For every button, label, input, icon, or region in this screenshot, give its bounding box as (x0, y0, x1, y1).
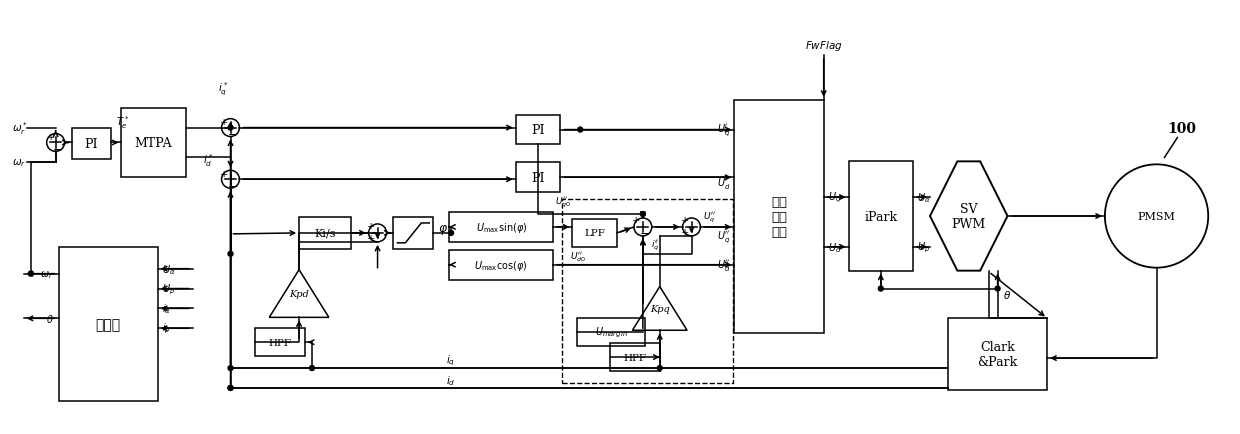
Bar (122, 108, 186, 178)
Text: $U_q$: $U_q$ (827, 191, 841, 205)
Text: Clark
&Park: Clark &Park (977, 340, 1018, 368)
Text: $\omega_r$: $\omega_r$ (41, 268, 53, 280)
Text: $U_{margin}$: $U_{margin}$ (595, 326, 627, 340)
Text: +: + (221, 169, 228, 178)
Circle shape (228, 252, 233, 256)
Text: $\omega_r^*$: $\omega_r^*$ (12, 120, 27, 137)
Text: −: − (227, 180, 238, 193)
Bar (563, 200, 733, 383)
Text: $U_\alpha$: $U_\alpha$ (918, 191, 930, 204)
Text: $i_\alpha$: $i_\alpha$ (162, 302, 171, 316)
Text: $i_d$: $i_d$ (446, 373, 456, 387)
Text: SV
PWM: SV PWM (951, 203, 986, 230)
Text: +: + (681, 228, 688, 237)
Text: Ki/s: Ki/s (314, 228, 336, 238)
Text: PMSM: PMSM (1137, 211, 1176, 221)
Bar (299, 217, 351, 249)
Text: PI: PI (84, 138, 98, 151)
Text: HPF: HPF (624, 353, 646, 362)
Circle shape (310, 366, 315, 371)
Text: HPF: HPF (269, 338, 291, 347)
Text: $i_q''$: $i_q''$ (651, 238, 660, 252)
Bar (255, 329, 305, 356)
Text: 弱磁
切换
开关: 弱磁 切换 开关 (771, 196, 787, 238)
Circle shape (640, 212, 645, 217)
Text: $\omega_r$: $\omega_r$ (12, 157, 26, 169)
Text: PI: PI (531, 124, 544, 137)
Text: +: + (681, 216, 688, 225)
Bar (734, 101, 823, 333)
Bar (947, 319, 1048, 390)
Text: $U_q'$: $U_q'$ (717, 122, 730, 138)
Text: $U_\alpha$: $U_\alpha$ (162, 262, 175, 276)
Bar (393, 217, 433, 249)
Text: +: + (221, 118, 228, 127)
Bar (578, 319, 645, 346)
Text: $U_{q0}''$: $U_{q0}''$ (556, 196, 572, 210)
Text: $U_d$: $U_d$ (827, 240, 841, 254)
Text: +: + (367, 222, 374, 231)
Text: $U_d''$: $U_d''$ (717, 258, 730, 273)
Text: $U_{d0}''$: $U_{d0}''$ (570, 250, 587, 263)
Text: PI: PI (531, 171, 544, 184)
Circle shape (449, 231, 454, 236)
Text: Kpq: Kpq (650, 304, 670, 313)
Text: −: − (52, 144, 63, 157)
Text: $\theta$: $\theta$ (1003, 288, 1011, 300)
Text: $U_{\max}\cos(\varphi)$: $U_{\max}\cos(\varphi)$ (475, 258, 528, 272)
Text: +: + (47, 133, 55, 141)
Text: $FwFlag$: $FwFlag$ (805, 39, 843, 53)
Text: LPF: LPF (584, 229, 605, 238)
Text: $U_d'$: $U_d'$ (717, 175, 730, 190)
Bar (58, 247, 157, 401)
Text: $U_{\max}\sin(\varphi)$: $U_{\max}\sin(\varphi)$ (476, 220, 527, 234)
Text: 100: 100 (1167, 121, 1195, 135)
Text: Kpd: Kpd (289, 289, 309, 298)
Bar (573, 220, 618, 247)
Circle shape (228, 385, 233, 391)
Text: $U_\beta$: $U_\beta$ (918, 240, 930, 254)
Text: −: − (640, 228, 650, 241)
Circle shape (228, 126, 233, 131)
Bar (516, 163, 560, 193)
Text: MTPA: MTPA (135, 137, 172, 150)
Text: $U_\beta$: $U_\beta$ (162, 282, 175, 296)
Circle shape (29, 272, 33, 276)
Bar (449, 213, 553, 242)
Text: $T_e^*$: $T_e^*$ (117, 114, 129, 131)
Text: iPark: iPark (864, 210, 898, 223)
Circle shape (657, 366, 662, 371)
Bar (610, 343, 660, 371)
Text: $i_d^*$: $i_d^*$ (202, 151, 213, 168)
Text: $i_\beta$: $i_\beta$ (162, 321, 171, 336)
Text: $\varphi$: $\varphi$ (438, 222, 449, 237)
Bar (449, 250, 553, 280)
Circle shape (228, 385, 233, 391)
Text: $\theta$: $\theta$ (46, 312, 53, 325)
Bar (72, 128, 112, 160)
Text: $i_q$: $i_q$ (446, 353, 455, 368)
Circle shape (228, 366, 233, 371)
Text: −: − (227, 129, 238, 141)
Text: 观测器: 观测器 (95, 317, 120, 331)
Circle shape (578, 128, 583, 133)
Text: $U_q''$: $U_q''$ (703, 210, 717, 224)
Text: +: + (367, 234, 374, 243)
Circle shape (994, 286, 999, 291)
Bar (848, 162, 913, 271)
Text: $U_q''$: $U_q''$ (717, 229, 730, 244)
Text: $i_q^*$: $i_q^*$ (217, 80, 228, 97)
Circle shape (878, 286, 883, 291)
Bar (516, 115, 560, 145)
Text: +: + (631, 216, 640, 225)
